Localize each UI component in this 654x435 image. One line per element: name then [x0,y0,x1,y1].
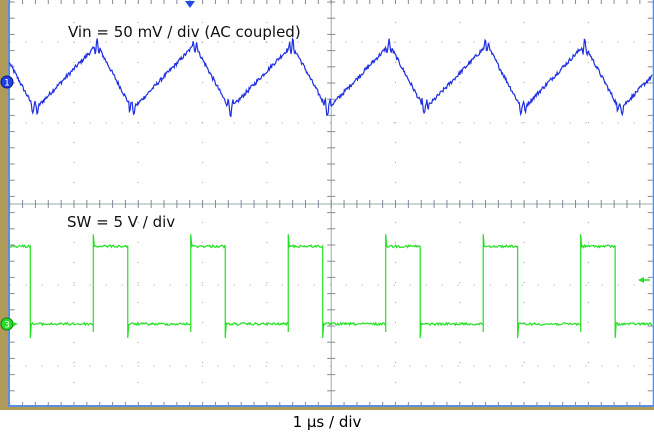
channel-3-number: 3 [4,321,10,331]
vin-trace [9,36,653,118]
channel-3-arrow-icon [13,322,18,326]
sw-trace [9,234,653,339]
channel-3-marker: 3 [0,317,18,331]
channel-1-number: 1 [4,79,10,89]
vin-series-label: Vin = 50 mV / div (AC coupled) [68,23,301,41]
sw-series-label: SW = 5 V / div [67,213,176,231]
scope-plot: 13 [0,0,654,410]
channel-1-icon [0,75,14,89]
trigger-position-icon [185,1,195,8]
x-axis-label: 1 µs / div [292,413,362,431]
scope-bezel [0,0,8,410]
scope-bezel-bottom [0,406,654,410]
channel-1-marker: 1 [0,75,14,89]
trigger-level-icon [638,277,644,283]
